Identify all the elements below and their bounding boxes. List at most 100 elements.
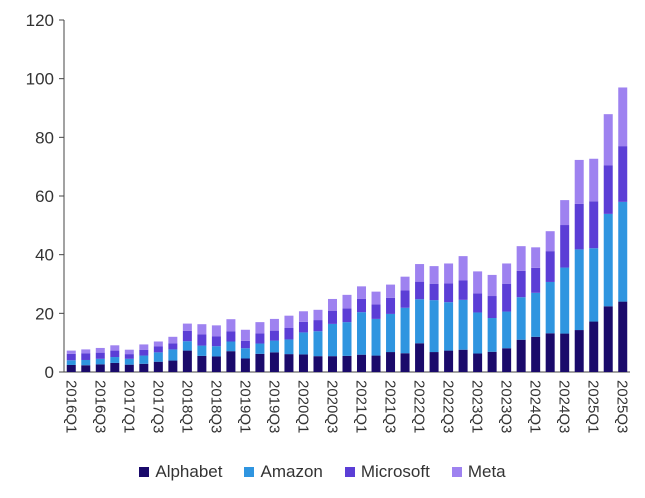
x-tick-label: 2018Q1 [178,380,195,433]
bar-meta-2018q1 [182,323,192,331]
bar-alphabet-2024q4 [574,330,584,372]
x-tick-label: 2025Q3 [614,380,631,433]
bar-meta-2024q2 [545,231,555,252]
bar-alphabet-2019q1 [240,358,250,372]
x-tick-label: 2021Q1 [353,380,370,433]
bar-amazon-2016q1 [66,360,76,365]
bar-microsoft-2023q1 [473,293,483,313]
x-tick-label: 2016Q1 [62,380,79,433]
bar-microsoft-2016q2 [81,353,91,360]
bar-microsoft-2020q4 [342,308,352,323]
x-tick-label: 2022Q1 [411,380,428,433]
bar-alphabet-2018q1 [182,350,192,372]
bar-alphabet-2019q2 [255,353,265,372]
bar-amazon-2018q1 [182,341,192,351]
bar-microsoft-2022q1 [415,281,425,300]
x-tick-label: 2019Q3 [265,380,282,433]
bar-microsoft-2017q1 [124,354,134,359]
bar-meta-2024q3 [560,200,570,226]
bar-meta-2018q4 [226,319,236,332]
bar-alphabet-2023q4 [516,339,526,372]
bar-meta-2023q2 [487,274,497,297]
legend-swatch [451,467,462,477]
bar-alphabet-2020q1 [298,354,308,372]
bar-alphabet-2024q2 [545,333,555,372]
bar-alphabet-2021q4 [400,353,410,372]
bar-amazon-2022q1 [415,299,425,344]
bar-alphabet-2020q2 [313,356,323,372]
bar-meta-2017q2 [139,344,149,350]
legend-swatch [244,467,255,477]
x-tick-label: 2016Q3 [91,380,108,433]
legend-label: Microsoft [360,462,430,481]
legend-swatch [139,467,150,477]
bar-meta-2019q4 [284,315,294,328]
bar-alphabet-2021q1 [357,354,367,372]
bar-alphabet-2025q2 [603,306,613,372]
bar-meta-2022q4 [458,256,468,281]
bar-alphabet-2017q1 [124,364,134,372]
bar-microsoft-2016q4 [110,350,120,358]
bar-microsoft-2020q1 [298,321,308,333]
bar-meta-2016q1 [66,350,76,354]
bar-amazon-2018q2 [197,345,207,356]
bar-amazon-2018q3 [211,346,221,357]
x-tick-label: 2023Q3 [498,380,515,433]
bar-meta-2021q4 [400,276,410,291]
bar-amazon-2020q1 [298,332,308,355]
bar-alphabet-2020q4 [342,355,352,372]
bar-microsoft-2021q1 [357,298,367,313]
bar-alphabet-2016q4 [110,362,120,372]
bar-amazon-2016q3 [95,358,105,365]
bar-meta-2017q3 [153,341,163,347]
bar-meta-2020q4 [342,294,352,309]
bar-microsoft-2025q2 [603,165,613,214]
bar-alphabet-2018q2 [197,355,207,372]
bar-meta-2016q4 [110,345,120,351]
legend-label: Amazon [260,462,323,481]
bar-amazon-2016q2 [81,359,91,366]
bar-microsoft-2024q2 [545,251,555,282]
bar-microsoft-2022q3 [444,283,454,303]
bar-amazon-2024q1 [531,292,541,337]
x-tick-label: 2017Q1 [120,380,137,433]
bar-alphabet-2024q3 [560,333,570,372]
x-tick-label: 2019Q1 [236,380,253,433]
bar-amazon-2024q3 [560,267,570,334]
bar-microsoft-2020q3 [327,310,337,324]
bar-microsoft-2020q2 [313,320,323,332]
bar-meta-2020q2 [313,309,323,321]
bar-microsoft-2019q4 [284,328,294,340]
bar-microsoft-2017q3 [153,346,163,353]
bar-microsoft-2023q4 [516,270,526,298]
bar-meta-2016q2 [81,349,91,354]
x-tick-label: 2024Q3 [556,380,573,433]
bar-microsoft-2019q1 [240,340,250,349]
bar-meta-2023q3 [502,263,512,284]
bar-meta-2017q1 [124,349,134,355]
bar-alphabet-2025q1 [589,321,599,372]
bar-microsoft-2016q1 [66,353,76,361]
bar-meta-2024q1 [531,247,541,268]
y-tick-label: 60 [35,187,54,206]
stacked-bar-chart: 0 20 40 60 80 100 120 2016Q1 2016Q3 2017Q1 2017Q3 2… [26,11,631,433]
bar-microsoft-2023q2 [487,296,497,319]
y-tick-label: 20 [35,304,54,323]
bar-alphabet-2019q4 [284,354,294,372]
bar-alphabet-2018q4 [226,351,236,372]
bar-alphabet-2023q3 [502,348,512,372]
bar-microsoft-2018q4 [226,331,236,342]
bar-meta-2020q1 [298,311,308,322]
bar-alphabet-2020q3 [327,356,337,372]
bar-microsoft-2019q3 [269,330,279,341]
bar-microsoft-2021q2 [371,304,381,319]
bar-alphabet-2017q3 [153,361,163,372]
bar-alphabet-2023q2 [487,351,497,372]
bar-meta-2022q2 [429,266,439,284]
bar-meta-2022q1 [415,264,425,282]
bar-meta-2024q4 [574,159,584,204]
x-tick-label: 2018Q3 [207,380,224,433]
bar-alphabet-2021q2 [371,355,381,372]
bar-alphabet-2018q3 [211,356,221,372]
